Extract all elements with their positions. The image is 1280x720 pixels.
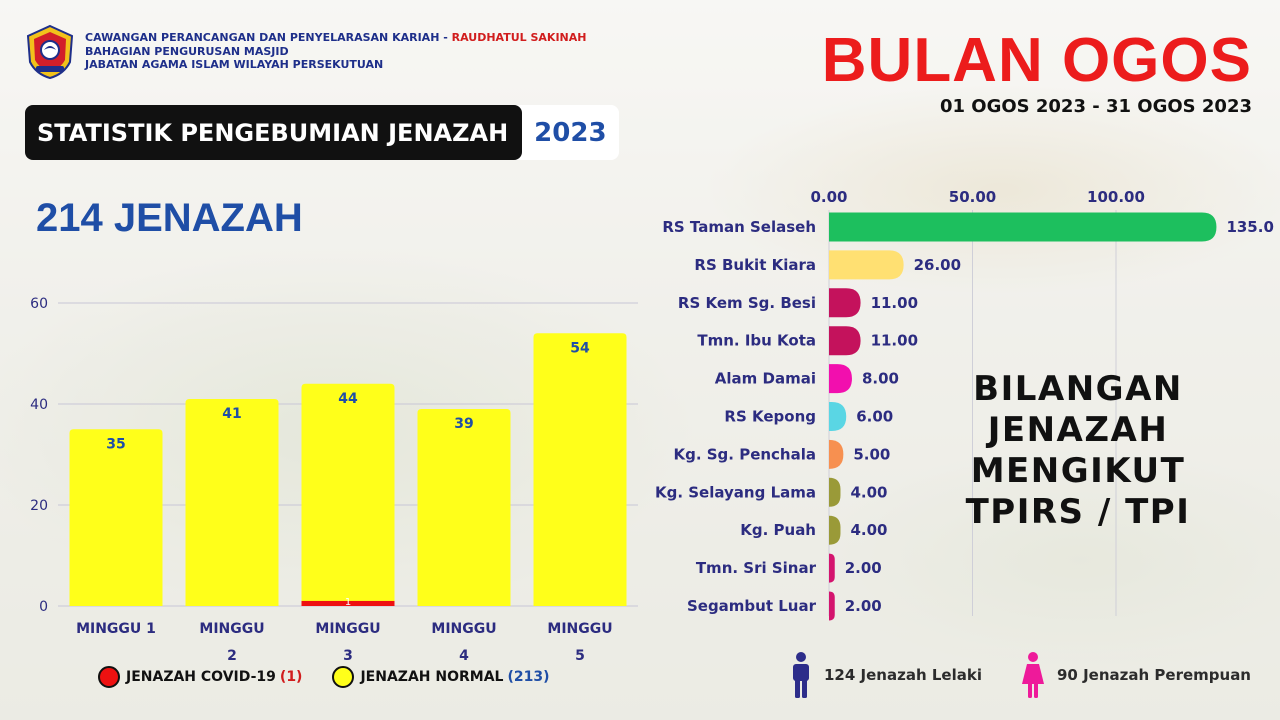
female-count-label: 90 Jenazah Perempuan <box>1057 666 1251 684</box>
page-title: STATISTIK PENGEBUMIAN JENAZAH <box>25 105 523 160</box>
location-value-label: 8.00 <box>862 370 899 388</box>
location-value-label: 11.00 <box>871 294 918 312</box>
bar-value-label: 54 <box>570 340 590 356</box>
bar-normal <box>417 409 511 606</box>
location-label: RS Kem Sg. Besi <box>678 294 816 312</box>
location-value-label: 11.00 <box>871 332 918 350</box>
legend-normal-label: JENAZAH NORMAL <box>360 669 504 685</box>
location-bar <box>829 288 861 318</box>
y-tick-label: 40 <box>30 397 48 413</box>
location-bar <box>829 553 835 583</box>
female-count: 90 Jenazah Perempuan <box>1021 652 1251 698</box>
location-label: Segambut Luar <box>687 597 817 615</box>
x-category-label: 3 <box>343 648 353 664</box>
legend-item-normal: JENAZAH NORMAL (213) <box>332 666 550 688</box>
crest-logo <box>26 24 74 80</box>
bar-value-label: 44 <box>338 391 358 407</box>
location-bar <box>829 250 904 280</box>
location-title-line-1: BILANGAN <box>973 369 1183 409</box>
org-line-2: BAHAGIAN PENGURUSAN MASJID <box>85 44 289 58</box>
location-label: RS Kepong <box>724 408 816 426</box>
location-value-label: 5.00 <box>853 445 890 463</box>
location-bar <box>829 326 861 356</box>
bar-value-label: 41 <box>222 406 241 422</box>
x-category-label: MINGGU <box>315 621 380 637</box>
location-value-label: 2.00 <box>845 597 882 615</box>
location-bar <box>829 364 852 394</box>
y-tick-label: 20 <box>30 498 48 514</box>
bar-covid <box>301 600 395 606</box>
location-label: Kg. Puah <box>740 521 816 539</box>
location-label: Tmn. Sri Sinar <box>696 559 817 577</box>
x-category-label: MINGGU <box>431 621 496 637</box>
male-count: 124 Jenazah Lelaki <box>790 652 982 698</box>
location-title-line-4: TPIRS / TPI <box>965 492 1191 532</box>
org-line-1-highlight: RAUDHATUL SAKINAH <box>451 31 587 44</box>
location-label: Tmn. Ibu Kota <box>697 332 816 350</box>
x-category-label: MINGGU 1 <box>76 621 156 637</box>
female-person-icon <box>1022 652 1044 698</box>
location-bar <box>829 477 841 507</box>
x-tick-label: 50.00 <box>949 188 996 206</box>
location-value-label: 4.00 <box>850 521 887 539</box>
x-tick-label: 100.00 <box>1087 188 1145 206</box>
legend-covid-label: JENAZAH COVID-19 <box>126 669 276 685</box>
x-tick-label: 0.00 <box>810 188 847 206</box>
weekly-chart-legend: JENAZAH COVID-19 (1) JENAZAH NORMAL (213… <box>98 666 568 688</box>
legend-item-covid: JENAZAH COVID-19 (1) <box>98 666 302 688</box>
bar-value-label: 35 <box>106 436 125 452</box>
x-category-label: 4 <box>459 648 469 664</box>
location-label: Kg. Sg. Penchala <box>673 445 816 463</box>
bar-value-label: 39 <box>454 416 473 432</box>
location-title-line-2: JENAZAH <box>987 410 1169 450</box>
organization-block: CAWANGAN PERANCANGAN DAN PENYELARASAN KA… <box>85 31 586 72</box>
title-banner: STATISTIK PENGEBUMIAN JENAZAH 2023 <box>25 105 619 160</box>
bar-normal <box>69 429 163 606</box>
covid-data-label: 1 <box>345 597 351 608</box>
y-tick-label: 0 <box>39 599 48 615</box>
x-category-label: MINGGU <box>547 621 612 637</box>
location-bar <box>829 591 835 621</box>
location-bar <box>829 212 1217 242</box>
bar-normal <box>185 398 279 606</box>
bar-normal <box>533 333 627 606</box>
male-count-label: 124 Jenazah Lelaki <box>824 666 982 684</box>
location-chart-title: BILANGAN JENAZAH MENGIKUT TPIRS / TPI <box>962 369 1194 533</box>
location-bar <box>829 402 847 431</box>
total-count: 214 JENAZAH <box>36 196 303 240</box>
location-label: RS Taman Selaseh <box>662 218 816 236</box>
location-bar <box>829 439 844 469</box>
y-tick-label: 60 <box>30 296 48 312</box>
location-value-label: 6.00 <box>856 408 893 426</box>
legend-normal-count: (213) <box>507 669 550 685</box>
location-value-label: 2.00 <box>845 559 882 577</box>
x-category-label: 5 <box>575 648 585 664</box>
location-label: RS Bukit Kiara <box>694 256 816 274</box>
x-category-label: 2 <box>227 648 237 664</box>
location-label: Alam Damai <box>715 370 816 388</box>
location-value-label: 4.00 <box>850 483 887 501</box>
org-line-1: CAWANGAN PERANCANGAN DAN PENYELARASAN KA… <box>85 31 452 44</box>
month-heading: BULAN OGOS <box>821 26 1252 95</box>
location-value-label: 135.0 <box>1226 218 1273 236</box>
org-line-3: JABATAN AGAMA ISLAM WILAYAH PERSEKUTUAN <box>85 58 384 71</box>
x-category-label: MINGGU <box>199 621 264 637</box>
location-bar <box>829 515 841 545</box>
location-title-line-3: MENGIKUT <box>970 451 1186 491</box>
normal-dot-icon <box>332 666 355 688</box>
location-value-label: 26.00 <box>914 256 961 274</box>
location-label: Kg. Selayang Lama <box>655 483 816 501</box>
title-year: 2023 <box>514 105 619 160</box>
date-range: 01 OGOS 2023 - 31 OGOS 2023 <box>939 96 1252 117</box>
bar-normal <box>301 383 395 601</box>
covid-dot-icon <box>98 666 120 688</box>
male-person-icon <box>793 652 809 698</box>
legend-covid-count: (1) <box>279 669 303 685</box>
